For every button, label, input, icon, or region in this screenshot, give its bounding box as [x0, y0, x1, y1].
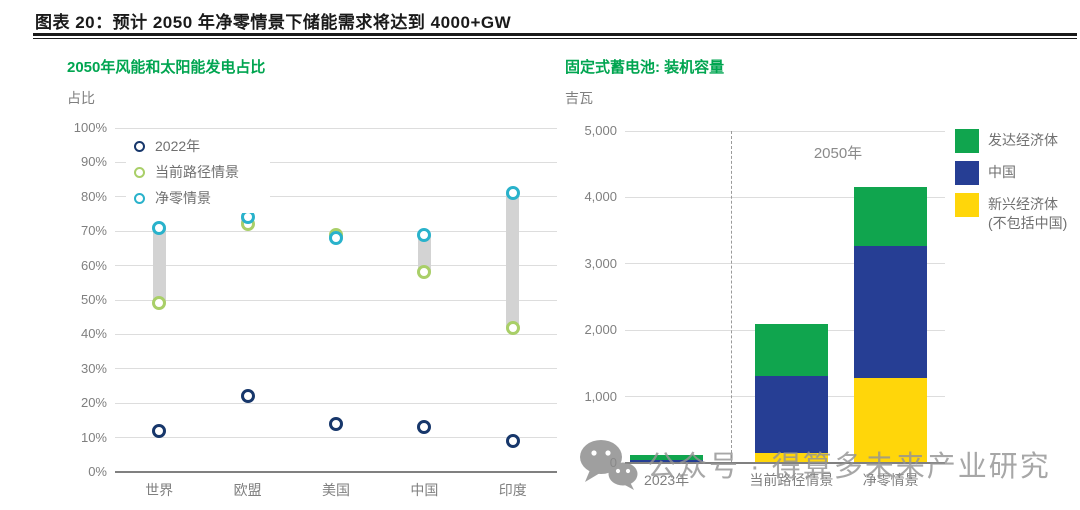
dot-净零情景-美国 — [329, 231, 343, 246]
legend-label-新兴经济体: 新兴经济体 (不包括中国) — [988, 196, 1068, 231]
y-tick-label: 4,000 — [584, 189, 617, 205]
figure-header-title: 图表 20：预计 2050 年净零情景下储能需求将达到 4000+GW — [35, 13, 512, 32]
bar-净零情景-新兴经济体(不包括中国) — [854, 378, 928, 463]
gridline-3,000 — [625, 263, 945, 265]
gridline-20% — [115, 402, 557, 404]
gridline-40% — [115, 333, 557, 335]
gridline-0% — [115, 471, 557, 473]
left-legend-background — [126, 133, 270, 213]
dot-2022年-世界 — [152, 423, 167, 438]
y-tick-label: 0 — [609, 455, 617, 470]
y-tick-label: 50% — [80, 292, 107, 307]
header-divider-thin-line — [33, 38, 1077, 39]
legend-label-当前路径情景: 当前路径情景 — [155, 164, 239, 180]
legend-marker-2022年 — [134, 140, 145, 152]
y-tick-label: 30% — [80, 360, 107, 376]
legend-swatch-新兴经济体 — [955, 193, 979, 217]
legend-item-当前路径情景: 当前路径情景 — [134, 161, 239, 183]
x-axis-label-世界: 世界 — [145, 482, 174, 498]
header-divider — [33, 33, 1077, 39]
right-chart-title: 固定式蓄电池: 装机容量 — [565, 59, 725, 76]
dot-2022年-欧盟 — [240, 389, 255, 404]
scenario-divider-dashed-line — [731, 131, 732, 463]
range-bar-世界 — [152, 227, 166, 304]
dot-当前路径情景-世界 — [152, 296, 167, 311]
bar-2023年-发达经济体 — [630, 455, 704, 460]
legend-swatch-中国 — [955, 161, 979, 185]
y-tick-label: 90% — [80, 154, 107, 170]
y-tick-label: 80% — [80, 188, 107, 204]
left-chart-title: 2050年风能和太阳能发电占比 — [67, 59, 266, 76]
gridline-60% — [115, 265, 557, 267]
y-tick-label: 20% — [80, 395, 107, 411]
x-axis-label-中国: 中国 — [410, 482, 439, 498]
legend-label-净零情景: 净零情景 — [155, 190, 211, 206]
bar-当前路径情景-新兴经济体(不包括中国) — [754, 453, 828, 463]
gridline-50% — [115, 299, 557, 301]
legend-item-净零情景: 净零情景 — [134, 187, 211, 209]
dot-净零情景-世界 — [152, 220, 167, 235]
x-axis-label-印度: 印度 — [498, 482, 527, 498]
range-bar-印度 — [506, 193, 520, 328]
gridline-100% — [115, 127, 557, 129]
legend-label-2022年: 2022年 — [155, 138, 201, 154]
y-tick-label: 100% — [73, 120, 107, 135]
gridline-0 — [625, 462, 945, 464]
x-axis-label-欧盟: 欧盟 — [233, 482, 262, 498]
legend-label-发达经济体: 发达经济体 — [988, 132, 1058, 148]
dot-2022年-美国 — [329, 416, 343, 431]
battery-capacity-plot: 0 1,000 2,000 3,000 4,000 5,000 2050年 2023年 当前路径… — [584, 123, 945, 488]
x-axis-label-净零情景: 净零情景 — [862, 472, 919, 488]
header-divider-thick-line — [33, 33, 1077, 36]
legend-item-新兴经济体: 新兴经济体 (不包括中国) — [955, 193, 1067, 233]
x-axis-label-2023年: 2023年 — [644, 472, 690, 488]
dot-2022年-印度 — [505, 434, 520, 449]
dot-净零情景-中国 — [417, 227, 432, 242]
annotation-2050: 2050年 — [813, 145, 863, 162]
gridline-10% — [115, 437, 557, 439]
y-tick-label: 40% — [80, 326, 107, 342]
legend-item-中国: 中国 — [955, 161, 1016, 185]
legend-swatch-发达经济体 — [955, 129, 979, 153]
dot-当前路径情景-中国 — [417, 265, 432, 280]
wind-solar-share-plot: 0% 10% 20% 30% 40% 50% 60% 70% 80% 90% 100% 世界 欧盟 美国 中… — [74, 120, 557, 498]
x-axis-label-当前路径情景: 当前路径情景 — [749, 472, 834, 488]
bar-净零情景-发达经济体 — [854, 187, 928, 246]
legend-marker-当前路径情景 — [134, 166, 145, 178]
y-tick-label: 70% — [80, 223, 107, 239]
dot-净零情景-印度 — [505, 186, 520, 201]
legend-item-发达经济体: 发达经济体 — [955, 129, 1058, 153]
legend-label-中国: 中国 — [988, 164, 1016, 180]
legend-item-2022年: 2022年 — [134, 135, 200, 157]
x-axis-label-美国: 美国 — [322, 482, 350, 498]
y-tick-label: 0% — [88, 464, 107, 479]
y-tick-label: 2,000 — [584, 322, 617, 338]
y-tick-label: 1,000 — [584, 388, 617, 404]
gridline-90% — [115, 161, 557, 163]
gridline-5,000 — [625, 130, 945, 132]
y-tick-label: 5,000 — [584, 123, 617, 138]
dot-2022年-中国 — [417, 420, 432, 435]
left-chart-y-axis-unit: 占比 — [67, 90, 95, 106]
bar-2023年-中国 — [630, 459, 704, 463]
y-tick-label: 10% — [80, 429, 107, 445]
right-chart-y-axis-unit: 吉瓦 — [565, 90, 593, 106]
range-bar-中国 — [417, 234, 431, 273]
y-tick-label: 60% — [80, 257, 107, 273]
legend-marker-净零情景 — [134, 192, 145, 204]
bar-净零情景-中国 — [854, 245, 928, 378]
gridline-4,000 — [625, 196, 945, 198]
gridline-80% — [115, 196, 557, 198]
y-tick-label: 3,000 — [584, 255, 617, 271]
dot-当前路径情景-印度 — [505, 320, 520, 335]
gridline-30% — [115, 368, 557, 370]
bar-当前路径情景-中国 — [754, 376, 828, 454]
bar-当前路径情景-发达经济体 — [754, 323, 828, 376]
